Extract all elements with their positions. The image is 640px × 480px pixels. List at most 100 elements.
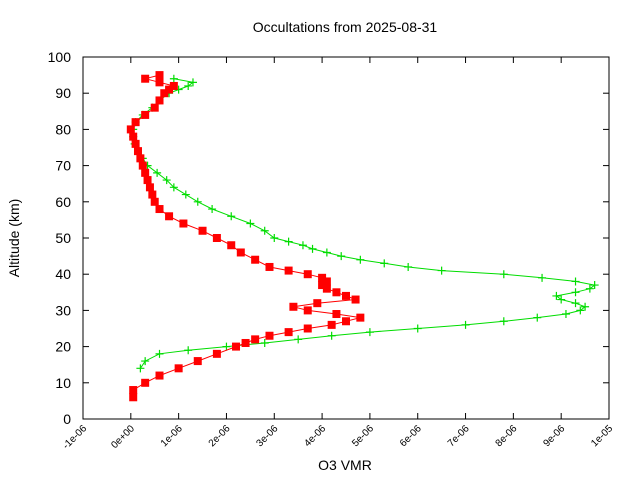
data-point bbox=[499, 317, 508, 326]
data-point bbox=[232, 342, 241, 351]
data-point bbox=[581, 302, 590, 311]
data-series bbox=[126, 71, 599, 402]
data-point bbox=[208, 205, 217, 214]
plot-frame bbox=[82, 56, 610, 420]
data-point bbox=[141, 357, 150, 366]
data-point bbox=[571, 299, 580, 308]
data-point bbox=[212, 349, 221, 358]
data-point bbox=[212, 234, 221, 242]
series-profile-green bbox=[129, 74, 599, 373]
data-point bbox=[571, 288, 580, 297]
data-point bbox=[318, 273, 327, 282]
data-point bbox=[160, 89, 169, 98]
x-tick-label: 1e-06 bbox=[159, 423, 185, 449]
data-point bbox=[260, 338, 269, 347]
data-point bbox=[533, 313, 542, 322]
data-point bbox=[356, 255, 365, 264]
data-point bbox=[184, 346, 193, 355]
chart-title: Occultations from 2025-08-31 bbox=[253, 19, 438, 35]
data-point bbox=[143, 176, 152, 185]
data-point bbox=[188, 78, 197, 87]
data-point bbox=[131, 118, 140, 127]
x-tick-label: 6e-06 bbox=[398, 423, 424, 449]
data-point bbox=[289, 302, 298, 311]
data-point bbox=[251, 335, 260, 344]
data-point bbox=[153, 168, 162, 177]
data-point bbox=[141, 74, 150, 83]
data-point bbox=[260, 226, 269, 235]
data-point bbox=[342, 291, 350, 300]
data-point bbox=[322, 284, 331, 293]
data-point bbox=[538, 273, 547, 282]
data-point bbox=[284, 328, 293, 337]
data-point bbox=[303, 270, 312, 279]
data-point bbox=[337, 252, 346, 261]
data-point bbox=[155, 205, 164, 214]
data-point bbox=[198, 226, 207, 235]
data-point bbox=[437, 266, 446, 275]
y-tick-label: 70 bbox=[55, 158, 71, 174]
data-point bbox=[342, 317, 350, 326]
data-point bbox=[179, 219, 188, 228]
y-tick-label: 90 bbox=[55, 85, 71, 101]
data-point bbox=[150, 197, 159, 206]
data-point bbox=[126, 125, 135, 134]
data-point bbox=[162, 176, 171, 185]
data-point bbox=[356, 313, 365, 322]
y-tick-label: 30 bbox=[55, 302, 71, 318]
data-point bbox=[145, 183, 154, 192]
data-point bbox=[129, 386, 138, 395]
data-point bbox=[141, 168, 150, 177]
data-point bbox=[165, 85, 174, 94]
data-point bbox=[136, 154, 145, 163]
data-point bbox=[294, 335, 303, 344]
x-tick-label: 3e-06 bbox=[255, 423, 281, 449]
data-point bbox=[590, 281, 599, 290]
series-line bbox=[132, 78, 596, 369]
x-tick-label: 9e-06 bbox=[541, 423, 567, 449]
data-point bbox=[313, 299, 322, 308]
data-point bbox=[241, 338, 250, 347]
data-point bbox=[284, 266, 293, 275]
data-point bbox=[227, 212, 236, 221]
y-tick-label: 20 bbox=[55, 339, 71, 355]
data-point bbox=[404, 262, 413, 271]
data-point bbox=[150, 103, 159, 112]
y-tick-label: 80 bbox=[55, 121, 71, 137]
y-tick-label: 50 bbox=[55, 230, 71, 246]
y-tick-label: 0 bbox=[63, 411, 71, 427]
data-point bbox=[270, 234, 279, 242]
data-point bbox=[561, 310, 570, 319]
data-point bbox=[181, 190, 190, 199]
y-tick-label: 10 bbox=[55, 375, 71, 391]
data-point bbox=[552, 291, 561, 300]
data-point bbox=[129, 393, 138, 402]
data-point bbox=[138, 161, 147, 170]
y-axis-label: Altitude (km) bbox=[6, 199, 22, 278]
data-point bbox=[585, 284, 594, 293]
data-point bbox=[251, 255, 260, 264]
data-point bbox=[136, 364, 145, 373]
x-tick-label: 7e-06 bbox=[446, 423, 472, 449]
data-point bbox=[155, 71, 164, 80]
data-point bbox=[557, 295, 566, 304]
data-point bbox=[413, 324, 422, 333]
y-tick-label: 60 bbox=[55, 194, 71, 210]
data-point bbox=[193, 197, 202, 206]
data-point bbox=[246, 219, 255, 228]
data-point bbox=[380, 259, 389, 268]
data-point bbox=[169, 183, 178, 192]
data-point bbox=[165, 212, 174, 221]
x-tick-label: -1e-06 bbox=[61, 423, 90, 452]
data-point bbox=[327, 320, 336, 329]
data-point bbox=[141, 378, 150, 387]
data-point bbox=[155, 78, 164, 87]
data-point bbox=[174, 364, 183, 373]
data-point bbox=[318, 281, 327, 290]
data-point bbox=[227, 241, 236, 250]
y-tick-label: 100 bbox=[48, 49, 72, 65]
data-point bbox=[351, 295, 360, 304]
data-point bbox=[322, 248, 331, 257]
data-point bbox=[133, 147, 142, 156]
